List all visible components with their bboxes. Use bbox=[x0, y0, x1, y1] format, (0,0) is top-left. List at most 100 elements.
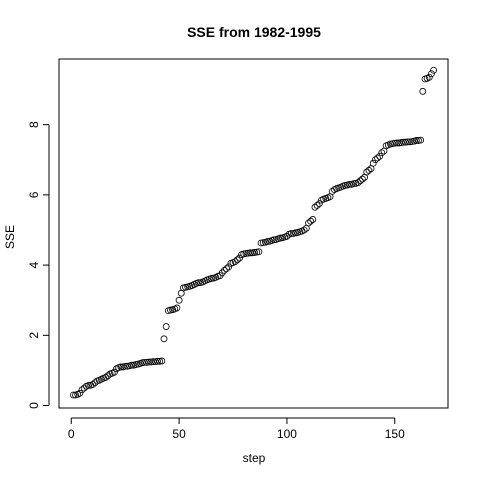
y-tick-label: 8 bbox=[27, 121, 41, 128]
point bbox=[387, 140, 394, 148]
point bbox=[149, 358, 157, 366]
point bbox=[132, 361, 140, 368]
chart-title: SSE from 1982-1995 bbox=[187, 24, 321, 40]
point bbox=[259, 239, 267, 247]
point bbox=[354, 179, 362, 186]
point bbox=[300, 226, 308, 234]
point bbox=[257, 239, 265, 247]
point bbox=[346, 180, 353, 188]
point bbox=[428, 70, 435, 78]
point bbox=[208, 275, 215, 282]
point bbox=[412, 137, 420, 144]
point bbox=[430, 66, 437, 74]
y-tick-label: 0 bbox=[27, 402, 41, 409]
point bbox=[110, 368, 118, 376]
point bbox=[365, 166, 373, 174]
point bbox=[311, 203, 319, 211]
point bbox=[154, 357, 161, 365]
point bbox=[141, 358, 148, 366]
point bbox=[399, 138, 407, 146]
point bbox=[419, 87, 427, 95]
point bbox=[249, 249, 256, 257]
point bbox=[307, 217, 315, 225]
point bbox=[223, 265, 230, 273]
point bbox=[404, 138, 412, 146]
point bbox=[313, 202, 321, 209]
point bbox=[356, 177, 364, 185]
point bbox=[393, 139, 401, 147]
point bbox=[251, 249, 258, 256]
y-tick-label: 6 bbox=[27, 191, 41, 198]
point bbox=[162, 323, 170, 330]
point bbox=[264, 238, 271, 245]
point bbox=[371, 156, 379, 164]
point bbox=[253, 248, 261, 256]
point bbox=[415, 137, 422, 144]
point bbox=[89, 381, 97, 388]
point bbox=[350, 180, 358, 188]
point bbox=[143, 358, 151, 366]
point bbox=[231, 258, 239, 265]
point bbox=[244, 249, 252, 257]
point bbox=[287, 230, 295, 237]
point bbox=[395, 139, 403, 147]
point bbox=[117, 363, 125, 371]
point bbox=[397, 139, 405, 146]
point bbox=[195, 279, 202, 287]
point bbox=[173, 304, 181, 312]
point bbox=[70, 391, 77, 399]
point bbox=[151, 358, 159, 366]
point bbox=[160, 335, 168, 343]
point bbox=[242, 250, 250, 257]
y-axis-label: SSE bbox=[3, 225, 17, 249]
point bbox=[277, 234, 284, 242]
point bbox=[156, 357, 164, 365]
point bbox=[341, 181, 349, 189]
point bbox=[139, 359, 146, 367]
point bbox=[389, 140, 397, 148]
point bbox=[309, 216, 317, 223]
point bbox=[425, 73, 433, 81]
point bbox=[417, 136, 425, 144]
point bbox=[218, 269, 226, 277]
point bbox=[305, 219, 312, 227]
point bbox=[315, 200, 323, 208]
x-tick-label: 150 bbox=[385, 427, 405, 441]
point bbox=[85, 382, 92, 389]
point bbox=[402, 138, 409, 146]
point bbox=[123, 362, 131, 370]
x-axis-label: step bbox=[243, 451, 266, 465]
point bbox=[121, 362, 129, 370]
point bbox=[182, 283, 189, 291]
point bbox=[102, 374, 110, 381]
point bbox=[270, 236, 278, 244]
point bbox=[147, 358, 155, 366]
y-tick-label: 2 bbox=[27, 332, 41, 339]
point bbox=[167, 306, 174, 314]
x-tick-label: 0 bbox=[68, 427, 75, 441]
point bbox=[236, 254, 243, 262]
point bbox=[255, 248, 263, 256]
plot-box bbox=[58, 58, 449, 409]
point bbox=[76, 389, 84, 397]
point bbox=[175, 296, 183, 304]
point bbox=[240, 250, 248, 258]
point bbox=[233, 256, 241, 264]
point bbox=[374, 154, 381, 162]
point bbox=[359, 175, 366, 183]
point bbox=[363, 168, 371, 176]
point bbox=[378, 149, 386, 157]
point bbox=[128, 361, 136, 369]
point bbox=[145, 358, 153, 366]
point bbox=[78, 386, 86, 394]
point bbox=[292, 229, 299, 237]
point bbox=[220, 266, 228, 274]
point bbox=[225, 263, 233, 271]
point bbox=[158, 357, 166, 365]
point bbox=[408, 138, 416, 145]
x-tick-label: 50 bbox=[172, 427, 186, 441]
point bbox=[391, 139, 399, 147]
point bbox=[246, 249, 254, 257]
